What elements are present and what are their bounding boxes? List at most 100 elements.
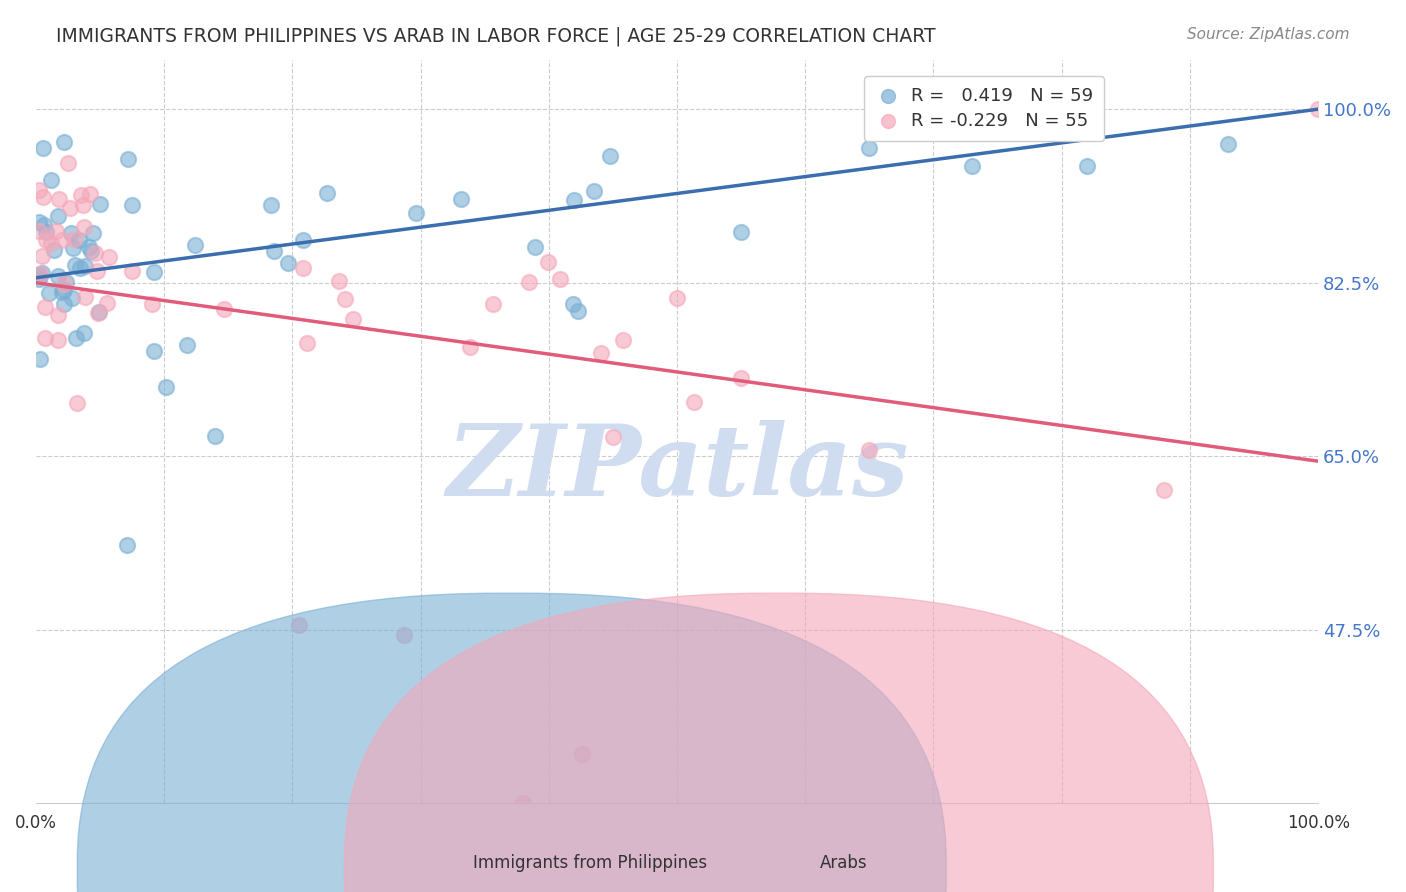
Text: Source: ZipAtlas.com: Source: ZipAtlas.com: [1187, 27, 1350, 42]
Point: [328, 274, 350, 288]
Point: [291, 233, 314, 247]
Point: [28, 268, 51, 282]
Point: [82, 226, 104, 240]
Point: [121, 263, 143, 277]
Point: [35, 225, 58, 239]
Point: [142, 265, 165, 279]
Point: [46, 308, 69, 322]
Point: [682, 395, 704, 409]
Point: [60, 226, 83, 240]
Point: [315, 186, 337, 201]
Point: [86, 264, 108, 278]
Point: [52, 136, 75, 150]
Point: [333, 292, 356, 306]
Point: [562, 193, 585, 207]
Point: [73, 220, 96, 235]
Point: [537, 255, 560, 269]
Point: [53, 277, 76, 291]
Point: [45, 224, 67, 238]
Point: [52, 283, 75, 297]
Point: [55, 275, 77, 289]
Point: [28, 352, 51, 367]
Text: Arabs: Arabs: [820, 855, 868, 872]
Text: Immigrants from Philippines: Immigrants from Philippines: [474, 855, 707, 872]
Point: [59, 201, 82, 215]
Point: [27, 272, 49, 286]
Point: [42, 243, 65, 257]
Point: [89, 197, 111, 211]
Point: [263, 244, 285, 259]
Point: [51, 285, 73, 299]
Point: [87, 305, 110, 319]
Point: [342, 312, 364, 326]
Point: [291, 260, 314, 275]
Point: [858, 141, 880, 155]
Point: [60, 291, 83, 305]
Point: [666, 291, 689, 305]
Point: [65, 395, 87, 409]
Point: [28, 215, 51, 229]
Text: IMMIGRANTS FROM PHILIPPINES VS ARAB IN LABOR FORCE | AGE 25-29 CORRELATION CHART: IMMIGRANTS FROM PHILIPPINES VS ARAB IN L…: [56, 27, 936, 46]
Point: [295, 335, 318, 350]
Point: [214, 302, 236, 317]
Point: [858, 443, 880, 458]
Point: [730, 370, 752, 384]
Point: [405, 206, 427, 220]
Point: [87, 306, 110, 320]
Point: [72, 198, 94, 212]
Text: ZIPatlas: ZIPatlas: [446, 420, 908, 516]
Point: [63, 258, 86, 272]
Point: [141, 297, 163, 311]
Point: [73, 290, 96, 304]
Point: [458, 340, 481, 354]
Point: [450, 192, 472, 206]
Point: [517, 276, 540, 290]
Point: [730, 225, 752, 239]
Point: [39, 236, 62, 251]
Point: [548, 272, 571, 286]
Point: [31, 190, 53, 204]
Point: [56, 156, 79, 170]
Point: [143, 344, 166, 359]
Point: [1153, 483, 1175, 498]
Point: [83, 246, 105, 260]
Point: [96, 295, 118, 310]
Point: [960, 160, 983, 174]
Point: [512, 797, 534, 811]
Point: [1076, 159, 1098, 173]
Point: [80, 244, 103, 259]
Point: [35, 233, 58, 247]
Point: [38, 285, 60, 300]
Point: [287, 617, 309, 632]
Point: [27, 268, 49, 282]
Point: [155, 380, 177, 394]
Point: [46, 209, 69, 223]
Point: [583, 184, 606, 198]
Point: [260, 198, 283, 212]
Point: [51, 233, 73, 247]
Point: [31, 249, 53, 263]
Point: [75, 259, 97, 273]
Point: [599, 149, 621, 163]
Point: [121, 198, 143, 212]
Point: [571, 747, 593, 761]
Point: [277, 255, 299, 269]
Point: [524, 240, 547, 254]
Point: [34, 330, 56, 344]
Point: [62, 232, 84, 246]
Point: [1308, 102, 1330, 116]
Point: [79, 186, 101, 201]
Point: [65, 331, 87, 345]
Point: [98, 250, 121, 264]
Point: [612, 333, 634, 347]
Point: [69, 187, 91, 202]
Point: [176, 338, 198, 352]
Point: [184, 238, 207, 252]
Point: [73, 326, 96, 340]
Point: [67, 233, 90, 247]
Point: [46, 333, 69, 347]
Point: [204, 429, 226, 443]
Point: [115, 539, 138, 553]
Point: [561, 297, 583, 311]
Point: [602, 430, 624, 444]
